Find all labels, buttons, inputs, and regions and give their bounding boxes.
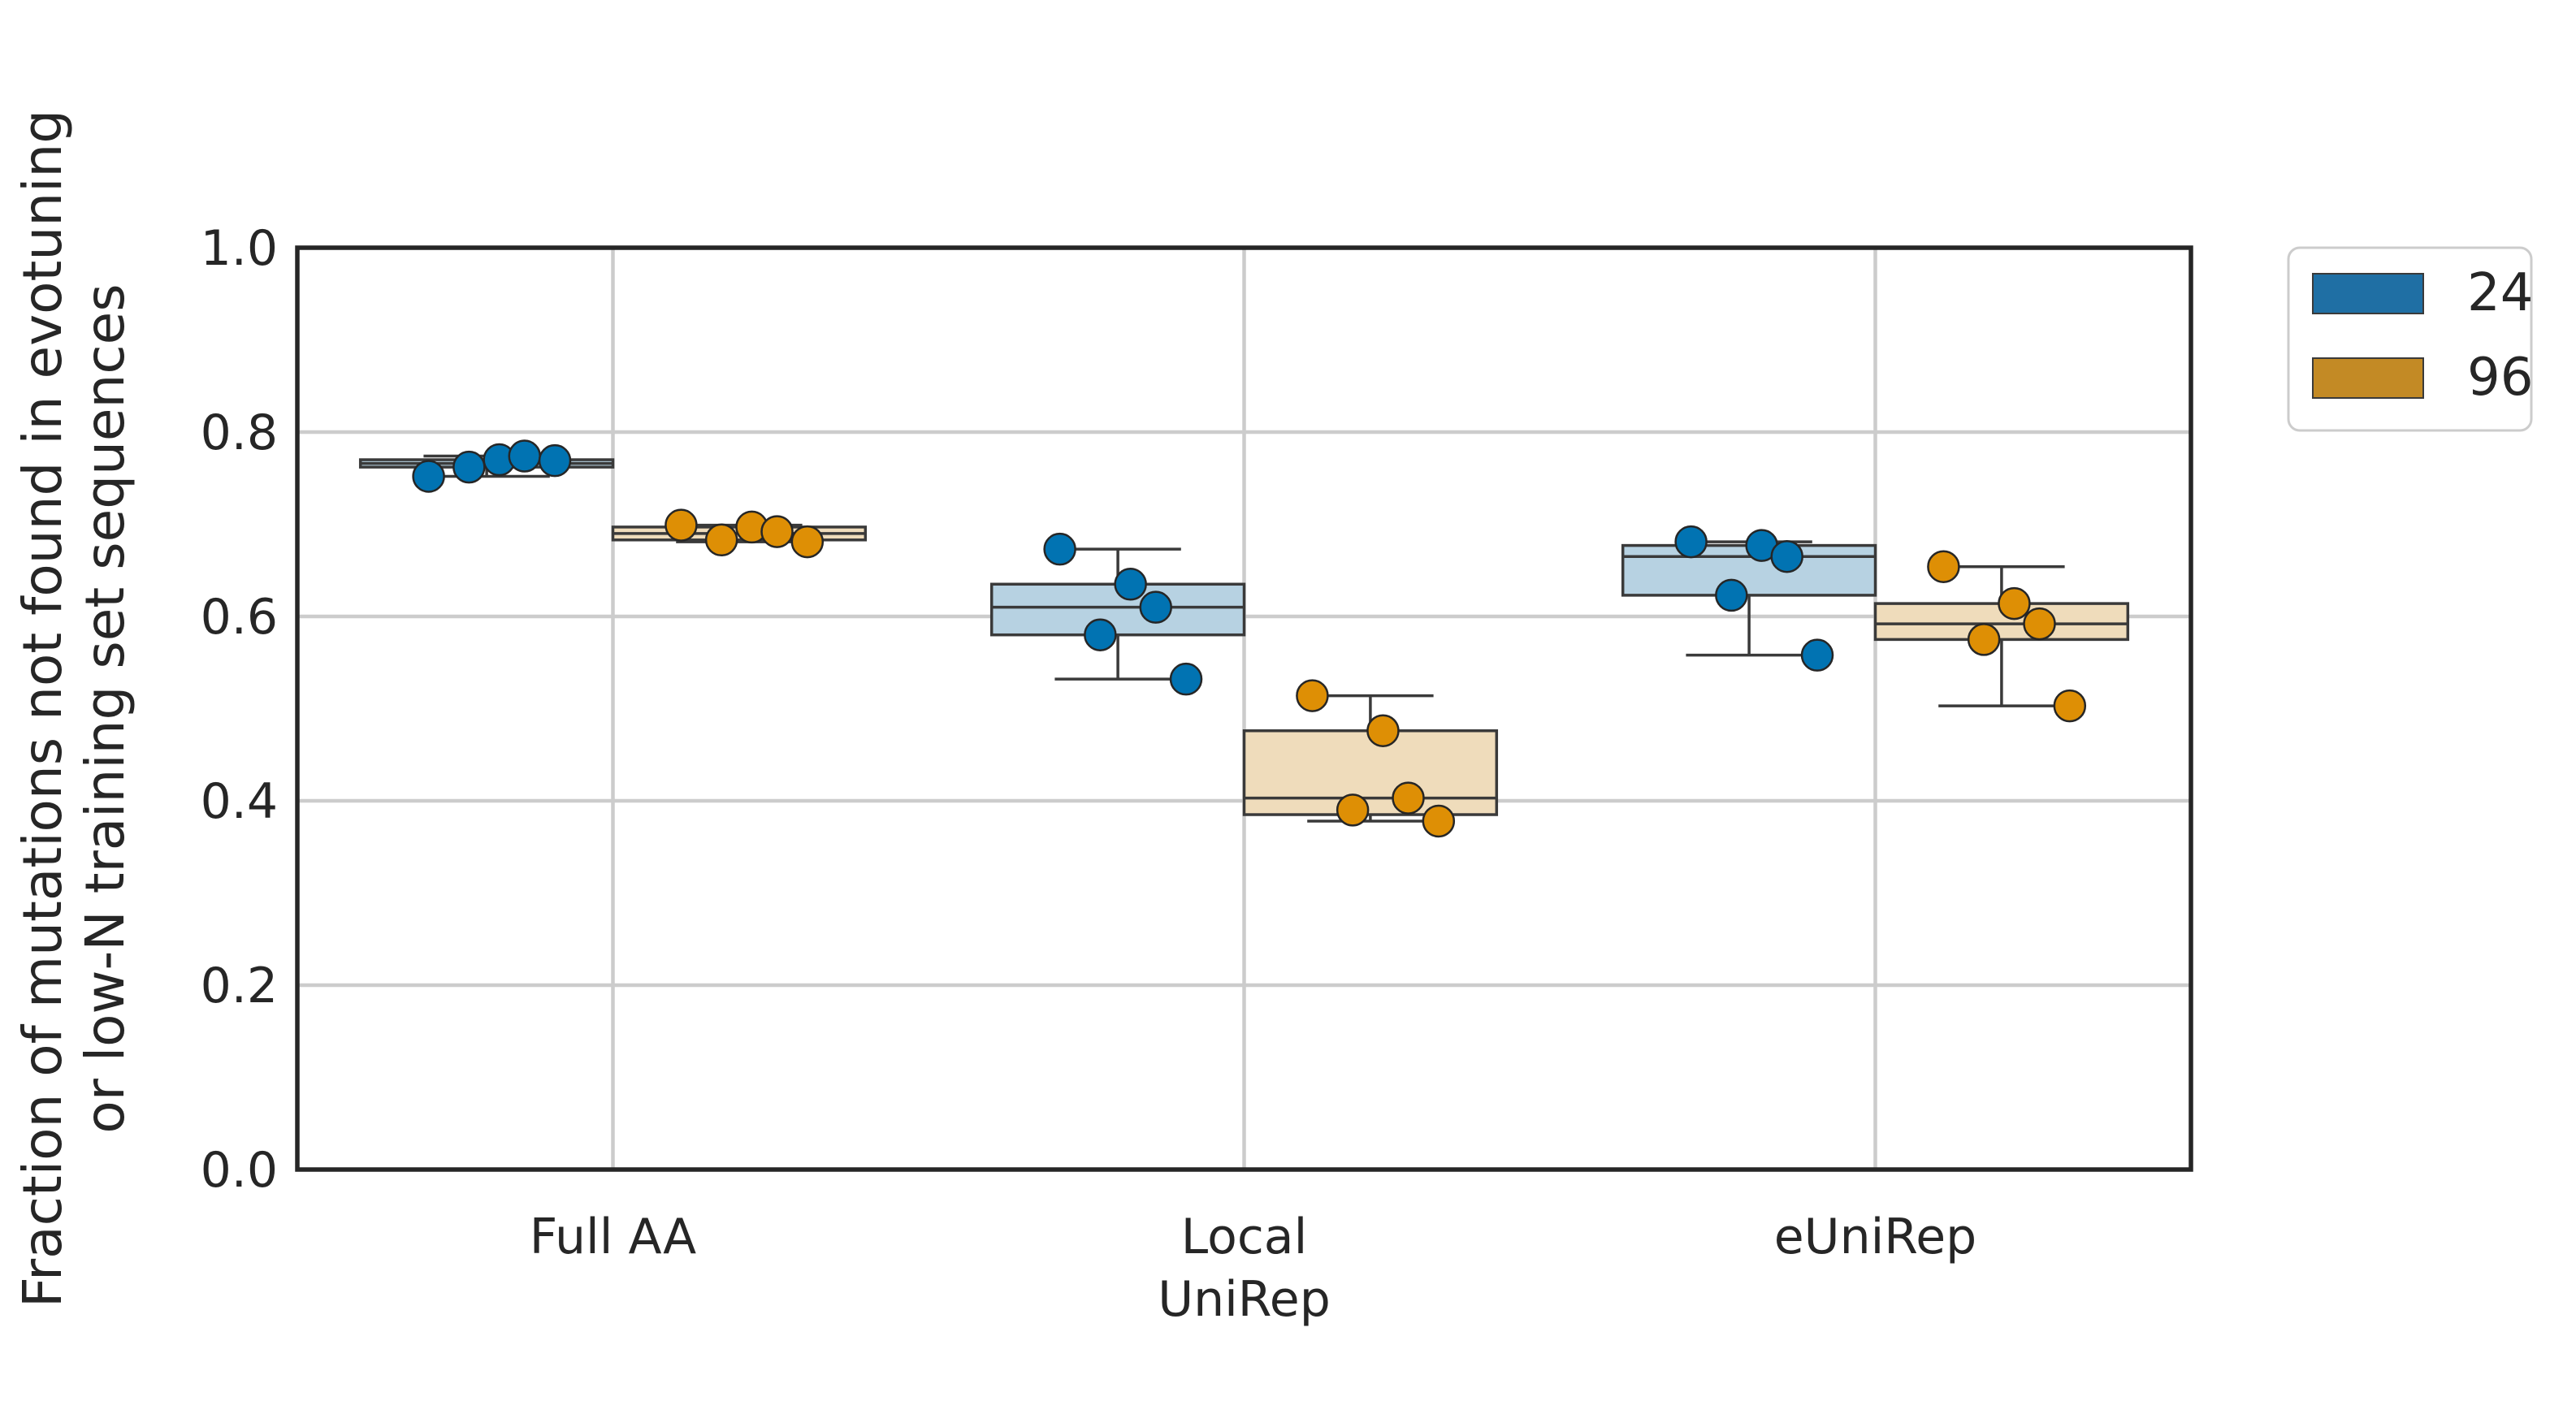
legend-label: 24	[2467, 263, 2533, 323]
data-point	[1998, 586, 2031, 621]
data-point	[1043, 532, 1076, 566]
data-point	[508, 439, 541, 473]
data-point	[412, 460, 445, 493]
data-point	[1336, 793, 1370, 827]
box-iqr	[1242, 729, 1499, 816]
data-point	[538, 443, 572, 478]
data-point	[1114, 568, 1147, 601]
data-point	[1366, 714, 1400, 747]
data-point	[1139, 590, 1172, 624]
data-point	[2023, 607, 2056, 641]
y-tick-label: 0.4	[201, 773, 278, 830]
y-axis-label-line: or low-N training set sequences	[74, 283, 136, 1133]
y-tick-label: 0.2	[201, 958, 278, 1014]
y-axis-label: Fraction of mutations not found in evotu…	[11, 110, 136, 1308]
data-point	[665, 508, 698, 542]
data-point	[1770, 539, 1803, 573]
data-point	[1169, 662, 1203, 696]
box-layer	[358, 454, 2130, 823]
x-axis-tick-labels: Full AA Local UniRep eUniRep	[530, 1209, 1976, 1328]
y-axis-tick-labels: 0.0 0.2 0.4 0.6 0.8 1.0	[201, 220, 278, 1199]
x-tick-label: UniRep	[1158, 1271, 1331, 1328]
data-point	[1422, 804, 1456, 838]
x-tick-label: eUniRep	[1774, 1209, 1977, 1265]
x-tick-label: Local	[1181, 1209, 1308, 1265]
y-tick-label: 0.8	[201, 404, 278, 461]
data-point	[1967, 623, 2001, 656]
data-point	[1927, 550, 1960, 583]
data-point	[1715, 578, 1748, 612]
legend-label: 96	[2467, 348, 2533, 408]
y-tick-label: 0.0	[201, 1142, 278, 1199]
data-point	[2053, 689, 2087, 723]
data-point	[452, 450, 486, 484]
data-point	[1296, 679, 1329, 712]
x-tick-label: Full AA	[530, 1209, 696, 1265]
legend-swatch	[2312, 273, 2424, 314]
data-point	[704, 523, 738, 557]
y-tick-label: 1.0	[201, 220, 278, 277]
data-point	[1674, 525, 1708, 559]
data-point	[790, 525, 825, 559]
data-point	[1392, 781, 1425, 815]
box-0-1	[989, 547, 1246, 681]
box-1-1	[1242, 694, 1499, 823]
legend-swatch	[2312, 357, 2424, 399]
data-point	[1800, 638, 1834, 672]
data-point	[1084, 618, 1117, 651]
box-iqr	[989, 582, 1246, 637]
data-point	[760, 515, 794, 548]
y-tick-label: 0.6	[201, 589, 278, 646]
y-axis-label-line: Fraction of mutations not found in evotu…	[11, 110, 74, 1308]
strip-points	[412, 439, 2087, 838]
plot-frame	[295, 245, 2193, 1172]
